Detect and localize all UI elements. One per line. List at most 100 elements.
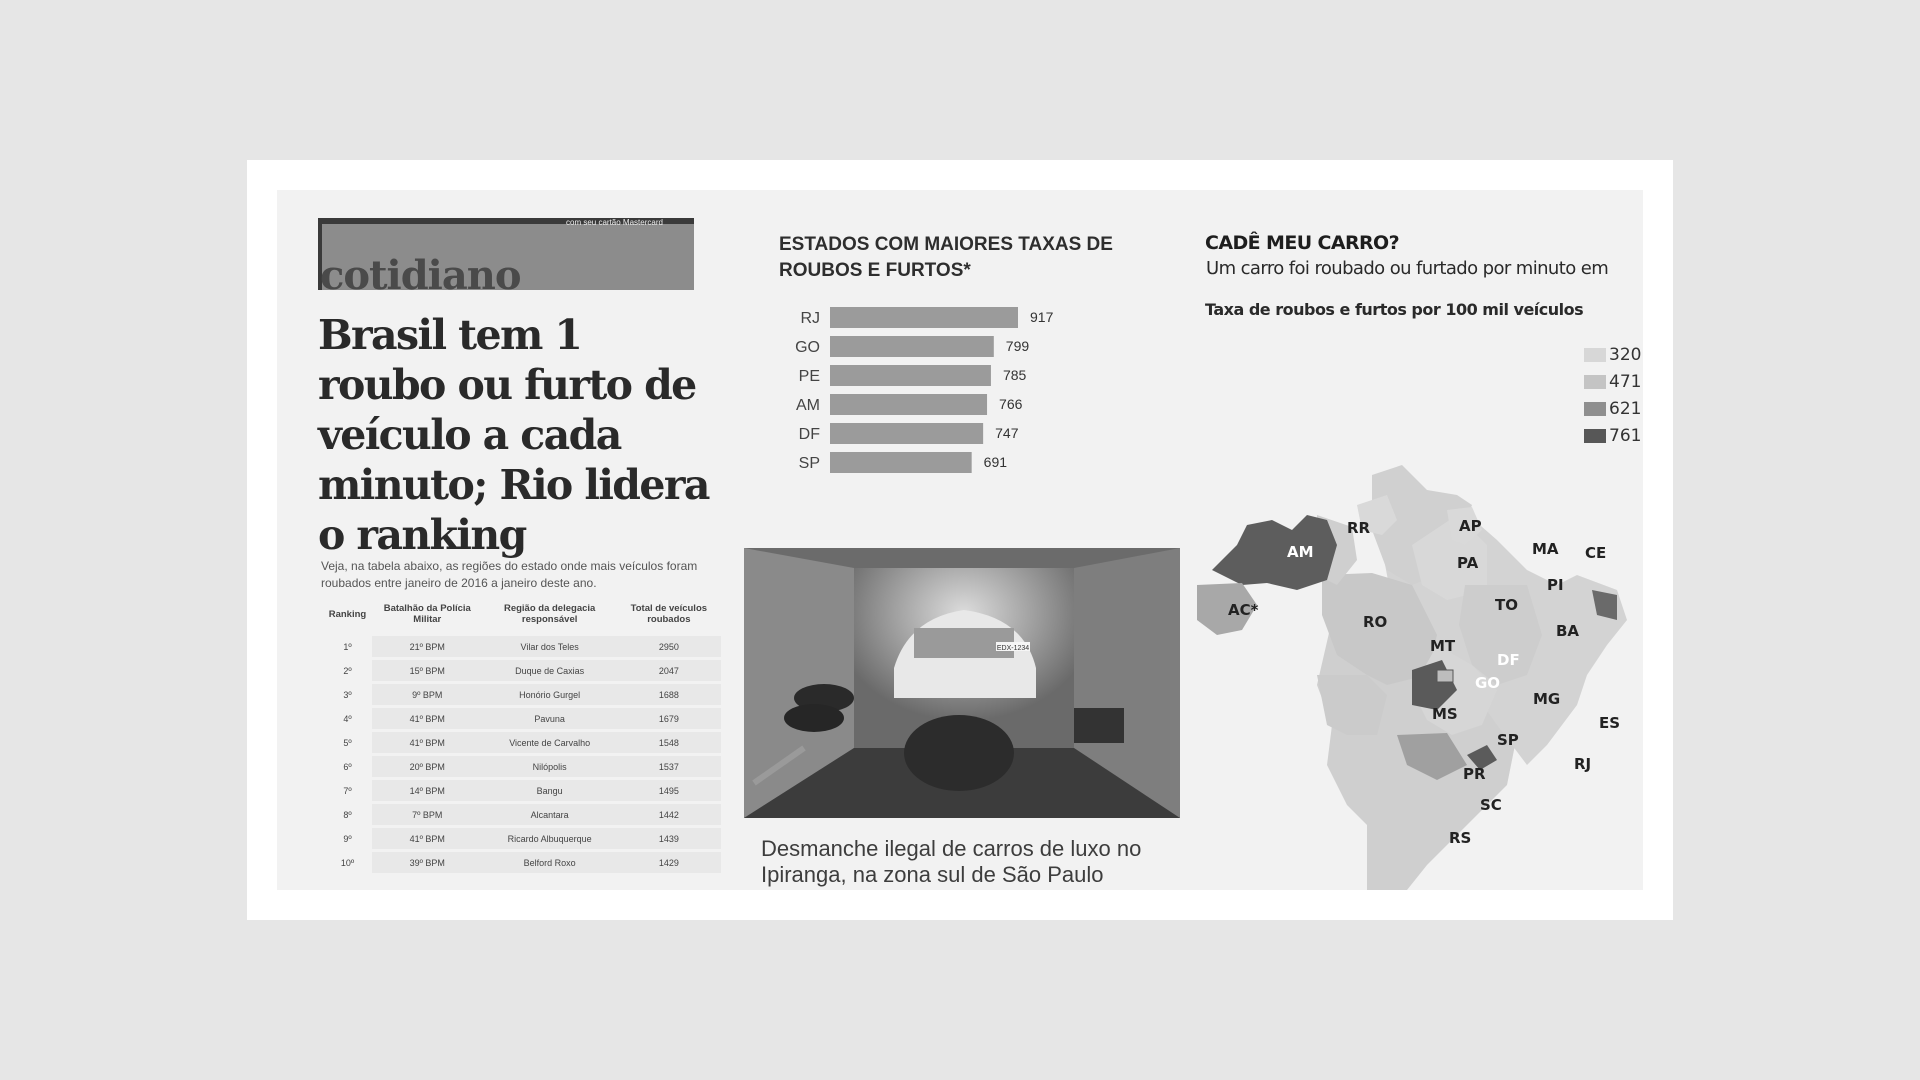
map-region-rj bbox=[1467, 745, 1497, 770]
cell-total: 2950 bbox=[616, 636, 721, 657]
bar-chart-title: ESTADOS COM MAIORES TAXAS DE ROUBOS E FU… bbox=[779, 232, 1119, 284]
map-region-rr bbox=[1357, 495, 1397, 535]
cell-region: Alcantara bbox=[482, 804, 617, 825]
bar bbox=[830, 336, 994, 357]
tire-stack bbox=[784, 704, 844, 732]
state-label-es: ES bbox=[1599, 714, 1620, 732]
cell-battalion: 9º BPM bbox=[371, 684, 483, 705]
cell-battalion: 20º BPM bbox=[371, 756, 483, 777]
photo-illustration: EDX-1234 bbox=[744, 548, 1180, 818]
cell-total: 1442 bbox=[616, 804, 721, 825]
state-label-go: GO bbox=[1475, 674, 1500, 692]
legend-swatch bbox=[1584, 375, 1606, 389]
header-total: Total de veículos roubados bbox=[630, 603, 708, 625]
ranking-header-row: Ranking Batalhão da Polícia Militar Regi… bbox=[323, 601, 721, 633]
bar-category-label: RJ bbox=[800, 310, 820, 327]
bar-category-label: DF bbox=[799, 426, 821, 443]
state-label-sp: SP bbox=[1497, 731, 1519, 749]
engine-parts bbox=[904, 715, 1014, 791]
bar-value-label: 747 bbox=[995, 425, 1019, 441]
table-row: 6º 20º BPM Nilópolis 1537 bbox=[323, 756, 721, 777]
header-ranking: Ranking bbox=[328, 608, 367, 620]
cell-rank: 6º bbox=[323, 756, 372, 777]
table-row: 3º 9º BPM Honório Gurgel 1688 bbox=[323, 684, 721, 705]
image-frame: com seu cartão Mastercard cotidiano Bras… bbox=[247, 160, 1673, 920]
table-row: 1º 21º BPM Vilar dos Teles 2950 bbox=[323, 636, 721, 657]
cell-region: Bangu bbox=[482, 780, 617, 801]
bar-chart: RJ 917 GO 799 PE 785 AM 766 DF 747 SP 691 bbox=[795, 307, 1054, 473]
bar-category-label: SP bbox=[799, 455, 820, 472]
newspaper-masthead: com seu cartão Mastercard cotidiano bbox=[318, 218, 694, 290]
map-title: CADÊ MEU CARRO? bbox=[1205, 232, 1400, 254]
state-label-mg: MG bbox=[1533, 690, 1560, 708]
bar-value-label: 799 bbox=[1006, 338, 1030, 354]
table-row: 4º 41º BPM Pavuna 1679 bbox=[323, 708, 721, 729]
header-battalion: Batalhão da Polícia Militar bbox=[383, 603, 471, 625]
cell-rank: 7º bbox=[323, 780, 372, 801]
bar bbox=[830, 423, 984, 444]
masthead-edge bbox=[318, 218, 322, 290]
bar-value-label: 785 bbox=[1003, 367, 1027, 383]
state-label-pa: PA bbox=[1457, 554, 1479, 572]
map-region-ap bbox=[1447, 507, 1482, 545]
state-label-df: DF bbox=[1497, 651, 1520, 669]
cell-battalion: 15º BPM bbox=[371, 660, 483, 681]
license-plate-text: EDX-1234 bbox=[997, 645, 1029, 652]
legend-swatch bbox=[1584, 402, 1606, 416]
legend-swatch bbox=[1584, 429, 1606, 443]
crate bbox=[1074, 708, 1124, 743]
bar-category-label: GO bbox=[795, 339, 820, 356]
car-door-part bbox=[752, 745, 806, 786]
license-plate bbox=[996, 642, 1030, 651]
state-label-ba: BA bbox=[1556, 622, 1579, 640]
cell-rank: 4º bbox=[323, 708, 372, 729]
cell-battalion: 14º BPM bbox=[371, 780, 483, 801]
legend-value: 471 bbox=[1609, 372, 1642, 392]
header-region: Região da delegacia responsável bbox=[503, 603, 596, 625]
cell-rank: 9º bbox=[323, 828, 372, 849]
cell-region: Vicente de Carvalho bbox=[482, 732, 617, 753]
cell-region: Belford Roxo bbox=[482, 852, 617, 873]
cell-rank: 8º bbox=[323, 804, 372, 825]
legend-value: 621 bbox=[1609, 399, 1642, 419]
brazil-map: RR AP AM PA MA CE PI AC* RO TO MT BA DF GO MG MS ES SP RJ P… bbox=[1197, 465, 1627, 890]
ranking-table: Ranking Batalhão da Polícia Militar Regi… bbox=[323, 598, 721, 876]
ranking-body: 1º 21º BPM Vilar dos Teles 2950 2º 15º BPM Duq… bbox=[323, 636, 721, 873]
map-subtitle: Um carro foi roubado ou furtado por minu… bbox=[1206, 258, 1609, 279]
bar-value-label: 917 bbox=[1030, 309, 1054, 325]
masthead-strip bbox=[318, 218, 694, 224]
bar-value-label: 766 bbox=[999, 396, 1023, 412]
state-labels: RR AP AM PA MA CE PI AC* RO TO MT BA DF GO MG MS ES SP RJ P… bbox=[1228, 517, 1620, 847]
article-headline: Brasil tem 1 roubo ou furto de veículo a… bbox=[318, 311, 710, 559]
bar-value-label: 691 bbox=[984, 454, 1008, 470]
cell-rank: 10º bbox=[323, 852, 372, 873]
state-label-ap: AP bbox=[1459, 517, 1482, 535]
left-wall bbox=[744, 548, 854, 818]
state-label-ce: CE bbox=[1585, 544, 1606, 562]
map-region-ac bbox=[1197, 583, 1257, 635]
cell-battalion: 39º BPM bbox=[371, 852, 483, 873]
article-intro: Veja, na tabela abaixo, as regiões do es… bbox=[321, 559, 698, 590]
state-label-rs: RS bbox=[1449, 829, 1471, 847]
chop-shop-photo: EDX-1234 bbox=[744, 548, 1180, 818]
cell-region: Duque de Caxias bbox=[482, 660, 617, 681]
table-row: 5º 41º BPM Vicente de Carvalho 1548 bbox=[323, 732, 721, 753]
bar bbox=[830, 394, 988, 415]
legend-value: 320 bbox=[1609, 345, 1642, 365]
cell-total: 1688 bbox=[616, 684, 721, 705]
cell-battalion: 7º BPM bbox=[371, 804, 483, 825]
cell-rank: 3º bbox=[323, 684, 372, 705]
table-row: 2º 15º BPM Duque de Caxias 2047 bbox=[323, 660, 721, 681]
cell-region: Nilópolis bbox=[482, 756, 617, 777]
cell-region: Vilar dos Teles bbox=[482, 636, 617, 657]
state-label-sc: SC bbox=[1480, 796, 1502, 814]
state-label-to: TO bbox=[1495, 596, 1518, 614]
cell-region: Ricardo Albuquerque bbox=[482, 828, 617, 849]
legend-swatch bbox=[1584, 348, 1606, 362]
map-region-ne-dark bbox=[1592, 590, 1617, 620]
table-row: 10º 39º BPM Belford Roxo 1429 bbox=[323, 852, 721, 873]
cell-rank: 5º bbox=[323, 732, 372, 753]
masthead-promo: com seu cartão Mastercard bbox=[566, 218, 663, 227]
state-label-ac: AC* bbox=[1228, 601, 1259, 619]
state-label-ro: RO bbox=[1363, 613, 1387, 631]
